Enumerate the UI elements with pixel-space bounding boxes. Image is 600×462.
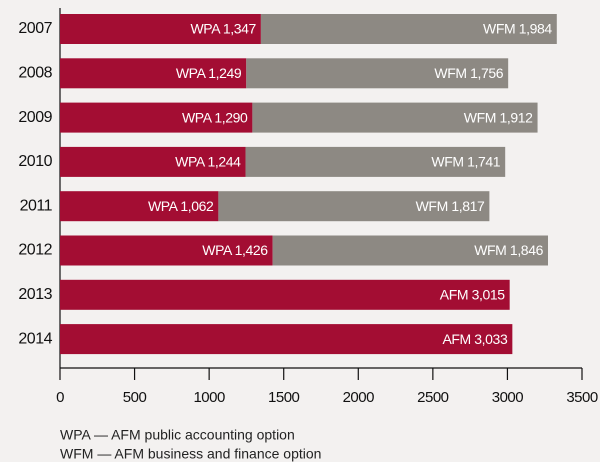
- bar-segment: [260, 14, 557, 44]
- bar-segment: [252, 102, 538, 133]
- x-tick-label: 1500: [268, 389, 300, 406]
- bar-segment: [60, 102, 253, 133]
- bar-segment: [218, 191, 490, 222]
- data-label: WFM 1,756: [434, 65, 503, 81]
- data-label: AFM 3,015: [440, 287, 505, 303]
- note: WFM — AFM business and finance option: [60, 446, 321, 462]
- bar-segment: [60, 279, 510, 310]
- data-label: WFM 1,741: [431, 154, 500, 170]
- data-label: WFM 1,984: [483, 21, 552, 37]
- bar-segment: [60, 146, 246, 177]
- x-tick-label: 2000: [343, 389, 375, 406]
- bar-segment: [272, 235, 548, 266]
- data-label: WPA 1,244: [175, 154, 241, 170]
- y-tick-label: 2012: [18, 242, 52, 259]
- bar-segment: [246, 58, 509, 89]
- y-tick-label: 2008: [18, 65, 52, 82]
- data-label: WFM 1,846: [474, 242, 543, 258]
- y-tick-label: 2014: [18, 330, 52, 347]
- x-tick-label: 500: [123, 389, 147, 406]
- bar-segment: [60, 324, 513, 355]
- data-label: WFM 1,817: [416, 198, 485, 214]
- bar-segment: [60, 235, 273, 266]
- y-tick-label: 2010: [18, 153, 52, 170]
- data-label: WPA 1,426: [202, 242, 268, 258]
- data-label: AFM 3,033: [442, 331, 507, 347]
- note: WPA — AFM public accounting option: [60, 427, 295, 443]
- y-tick-label: 2011: [20, 197, 53, 214]
- y-tick-label: 2009: [18, 109, 52, 126]
- y-tick-label: 2013: [18, 286, 52, 303]
- x-tick-label: 2500: [417, 389, 449, 406]
- data-label: WFM 1,912: [464, 109, 533, 125]
- data-label: WPA 1,062: [148, 198, 214, 214]
- x-tick-label: 0: [56, 389, 64, 406]
- x-tick-label: 3500: [566, 389, 598, 406]
- bar-segment: [60, 191, 219, 222]
- x-tick-label: 3000: [492, 389, 524, 406]
- y-tick-label: 2007: [18, 20, 52, 37]
- data-label: WPA 1,290: [182, 109, 248, 125]
- x-tick-label: 1000: [193, 389, 225, 406]
- data-label: WPA 1,347: [190, 21, 256, 37]
- bar-segment: [245, 146, 506, 177]
- bar-segment: [60, 14, 261, 44]
- bar-segment: [60, 58, 247, 89]
- data-label: WPA 1,249: [176, 65, 242, 81]
